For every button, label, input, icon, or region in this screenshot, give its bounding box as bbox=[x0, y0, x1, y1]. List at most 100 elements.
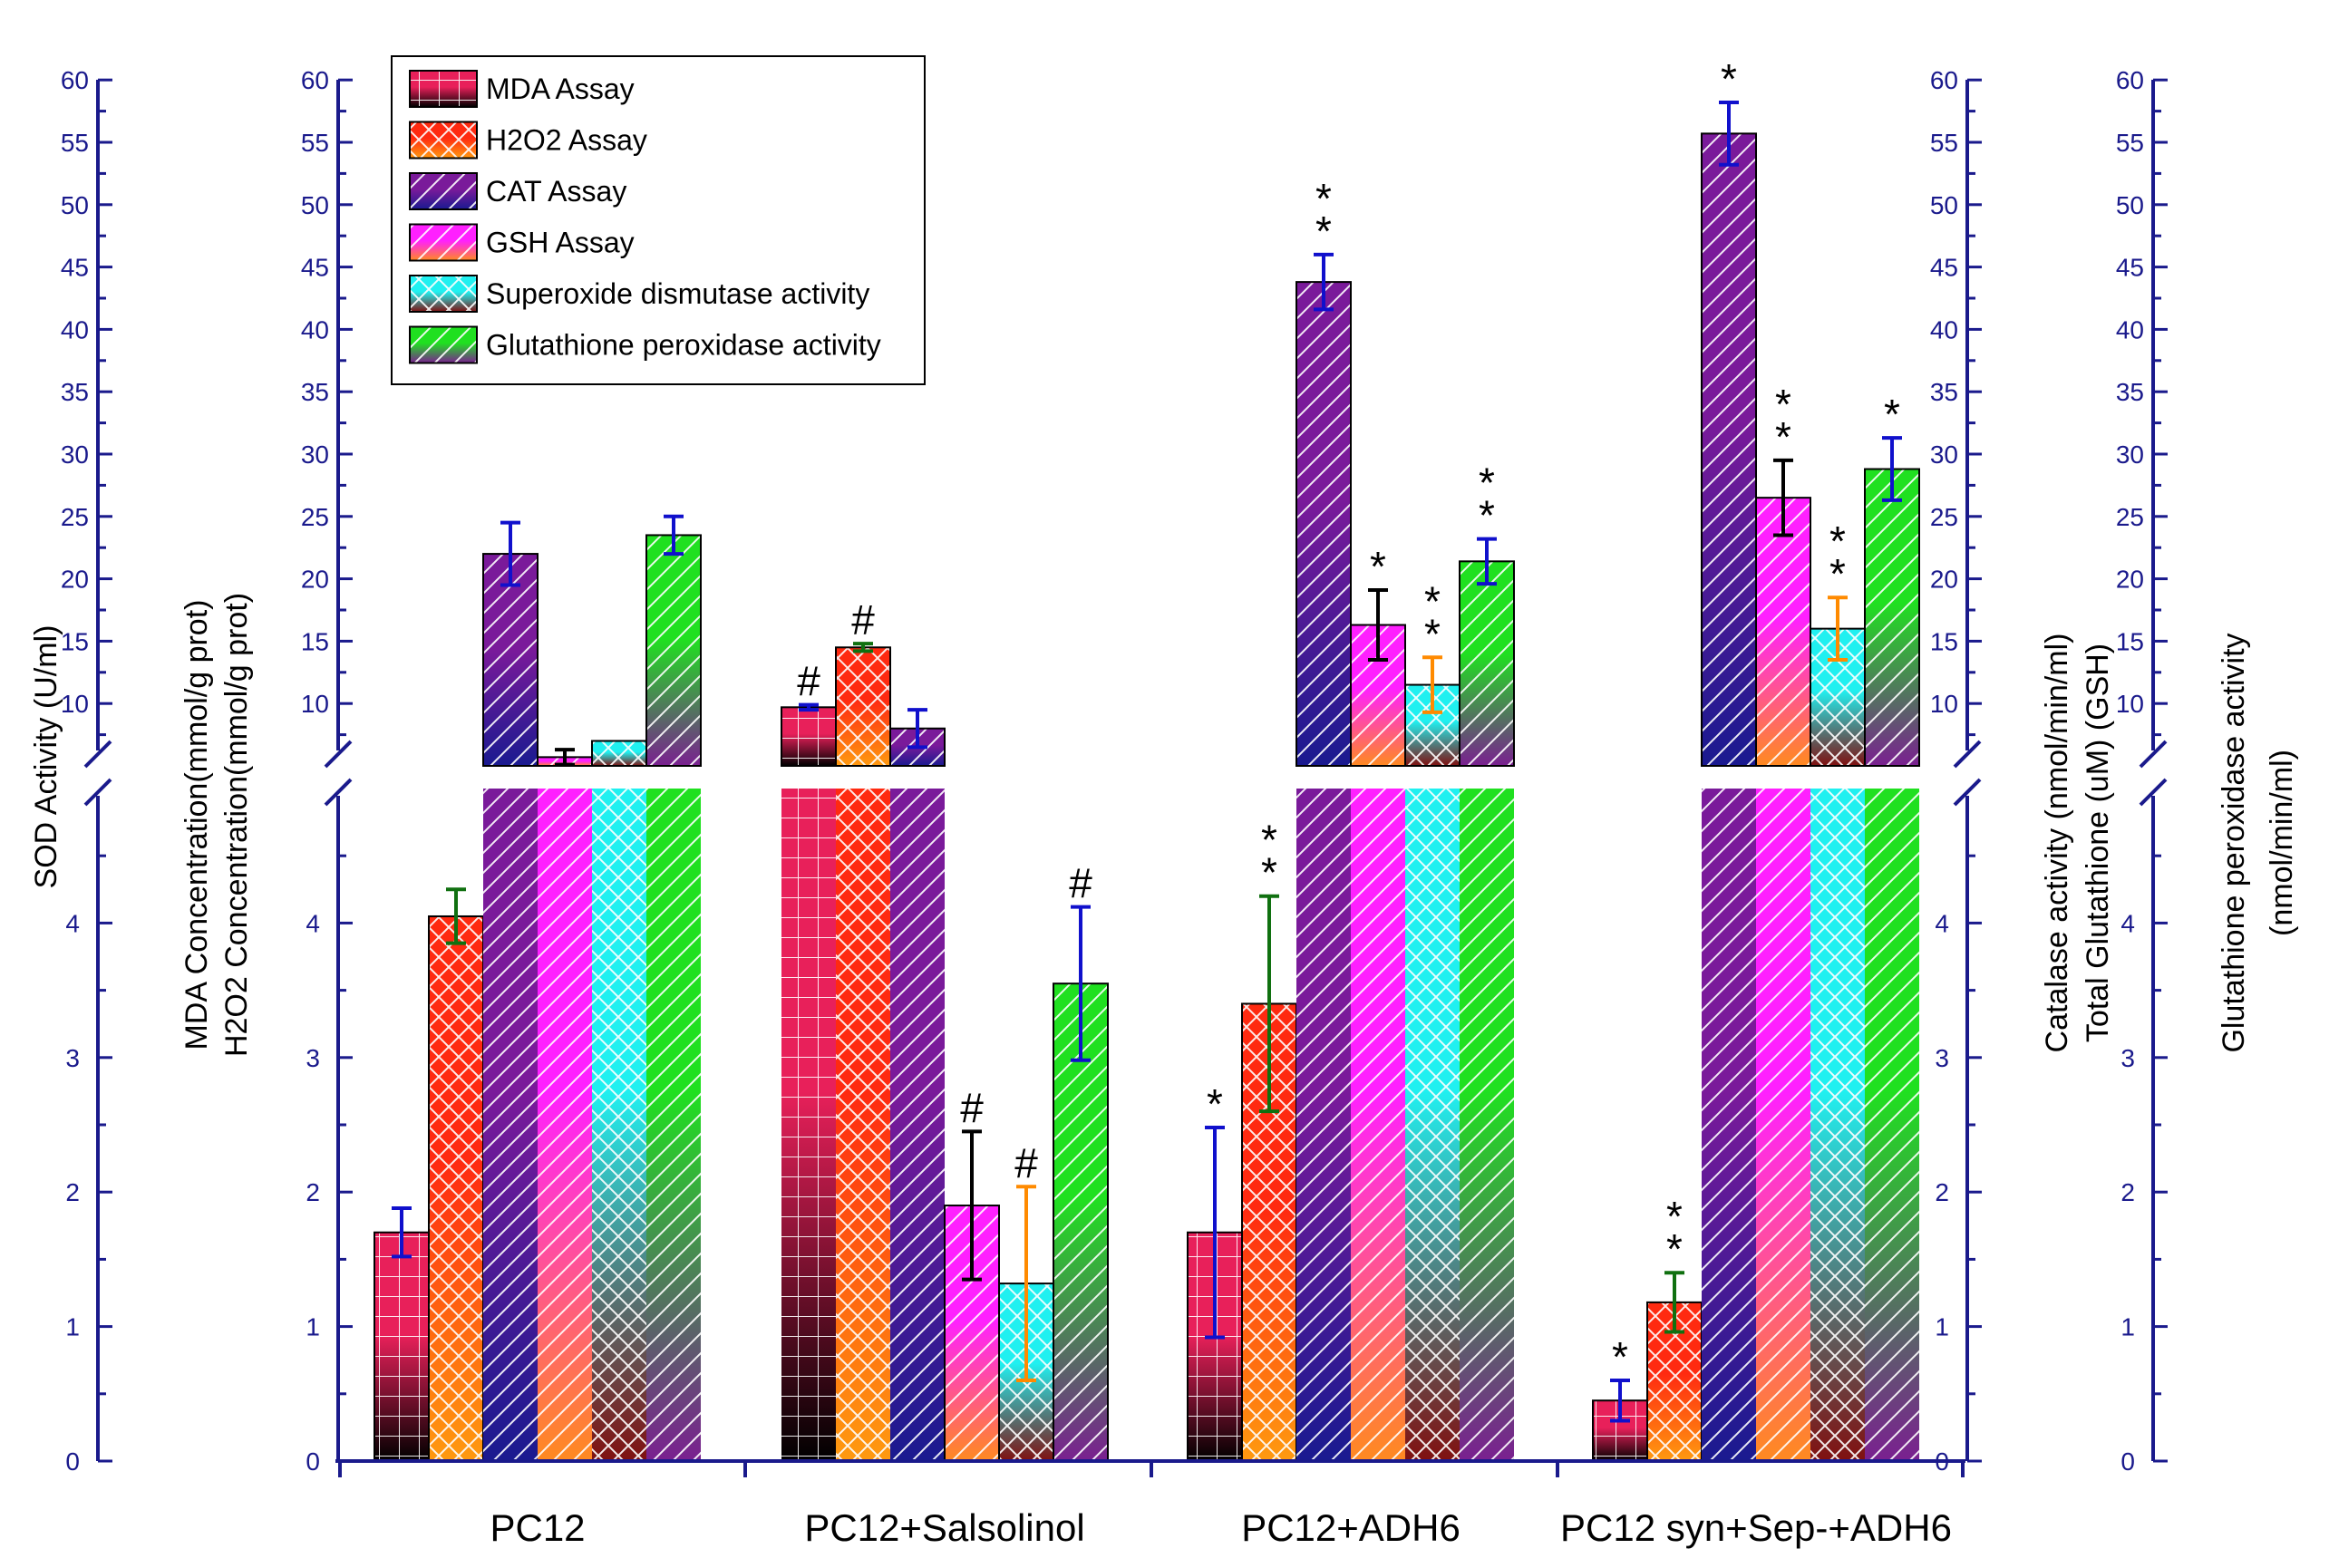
y-tick-label: 25 bbox=[301, 503, 329, 531]
y-tick-label: 2 bbox=[2120, 1178, 2135, 1206]
significance-mark: * bbox=[1424, 610, 1441, 657]
y-tick-label: 10 bbox=[2116, 690, 2144, 718]
significance-mark: * bbox=[1666, 1225, 1683, 1273]
y-tick-label: 45 bbox=[2116, 254, 2144, 282]
y-tick-label: 30 bbox=[61, 440, 89, 469]
y-tick-label: 15 bbox=[2116, 627, 2144, 655]
y-tick-label: 40 bbox=[301, 315, 329, 344]
bar-pattern-2-3 bbox=[1702, 789, 1756, 1461]
significance-mark: * bbox=[1315, 175, 1332, 222]
y-tick-label: 0 bbox=[1935, 1447, 1949, 1476]
h2o2-axis-title: H2O2 Concentration(mmol/g prot) bbox=[219, 593, 254, 1057]
y-tick-label: 30 bbox=[1930, 440, 1958, 469]
y-tick-label: 40 bbox=[2116, 315, 2144, 344]
significance-mark: * bbox=[1721, 55, 1737, 102]
error-bar bbox=[853, 642, 873, 653]
bar-pattern-3-0 bbox=[538, 789, 592, 1461]
bar-pattern-0-1-upper bbox=[781, 706, 837, 767]
y-tick-label: 25 bbox=[1930, 503, 1958, 531]
y-axis-2: 10 15 20 25 30 35 40 45 50 55 60 0 1 2 3 4 bbox=[1930, 66, 1982, 1476]
bar-pattern-5-2 bbox=[1460, 789, 1514, 1461]
legend-box bbox=[391, 55, 926, 385]
category-label: PC12+Salsolinol bbox=[804, 1506, 1084, 1549]
mda-axis-title: MDA Concentration(mmol/g prot) bbox=[180, 600, 214, 1050]
bar-pattern-4-3 bbox=[1810, 789, 1865, 1461]
significance-mark: # bbox=[1069, 860, 1092, 907]
y-tick-label: 35 bbox=[2116, 378, 2144, 406]
bar-pattern-4-0 bbox=[592, 789, 646, 1461]
legend-label: GSH Assay bbox=[486, 227, 635, 259]
y-tick-label: 45 bbox=[61, 254, 89, 282]
legend-swatch-pattern bbox=[409, 172, 478, 210]
bar-pattern-2-2-upper bbox=[1296, 281, 1352, 767]
y-tick-label: 10 bbox=[301, 690, 329, 718]
y-tick-label: 60 bbox=[301, 66, 329, 94]
y-tick-label: 35 bbox=[61, 378, 89, 406]
legend-label: H2O2 Assay bbox=[486, 124, 647, 157]
error-bar bbox=[1719, 100, 1739, 167]
error-bar bbox=[1016, 1185, 1036, 1382]
y-tick-label: 55 bbox=[1930, 129, 1958, 157]
bars-layer: #####******************* bbox=[374, 55, 1920, 1463]
significance-mark: * bbox=[1424, 577, 1441, 624]
legend-swatch-pattern bbox=[409, 325, 478, 364]
error-bar bbox=[392, 1206, 412, 1259]
error-bar bbox=[962, 1129, 982, 1282]
significance-mark: * bbox=[1775, 381, 1791, 428]
significance-mark: * bbox=[1666, 1193, 1683, 1240]
category-label: PC12 bbox=[490, 1506, 585, 1549]
y-tick-label: 35 bbox=[1930, 378, 1958, 406]
axes-layer: PC12 PC12+Salsolinol PC12+ADH6 PC12 syn+Sep… bbox=[61, 66, 2168, 1549]
bar-pattern-3-3-upper bbox=[1755, 497, 1811, 767]
y-tick-label: 20 bbox=[61, 566, 89, 594]
significance-mark: # bbox=[960, 1084, 984, 1131]
y-tick-label: 10 bbox=[1930, 690, 1958, 718]
error-bar bbox=[799, 702, 819, 712]
y-tick-label: 0 bbox=[2120, 1447, 2135, 1476]
error-bar bbox=[1368, 587, 1388, 663]
y-tick-label: 40 bbox=[1930, 315, 1958, 344]
gpx-axis-title-line2: (nmol/min/ml) bbox=[2265, 750, 2299, 936]
error-bar bbox=[1314, 252, 1334, 312]
y-tick-label: 3 bbox=[65, 1044, 80, 1072]
bar-pattern-2-1 bbox=[890, 789, 945, 1461]
bar-pattern-5-2-upper bbox=[1459, 560, 1515, 767]
error-bar bbox=[1422, 655, 1442, 714]
error-bar bbox=[1610, 1378, 1630, 1423]
y-tick-label: 50 bbox=[61, 191, 89, 219]
y-tick-label: 50 bbox=[301, 191, 329, 219]
y-tick-label: 30 bbox=[301, 440, 329, 469]
bar-pattern-1-0 bbox=[428, 915, 484, 1462]
significance-mark: * bbox=[1261, 817, 1277, 864]
y-tick-label: 20 bbox=[2116, 566, 2144, 594]
y-tick-label: 4 bbox=[1935, 909, 1949, 937]
y-tick-label: 25 bbox=[61, 503, 89, 531]
error-bar bbox=[555, 748, 575, 767]
bar-pattern-4-0-upper bbox=[591, 740, 647, 767]
y-tick-label: 2 bbox=[65, 1178, 80, 1206]
bar-pattern-5-0 bbox=[646, 789, 701, 1461]
glutathione-axis-title: Total Glutathione (uM) (GSH) bbox=[2081, 644, 2115, 1042]
error-bar bbox=[907, 708, 927, 750]
y-tick-label: 45 bbox=[1930, 254, 1958, 282]
y-tick-label: 55 bbox=[2116, 129, 2144, 157]
bar-pattern-3-3 bbox=[1756, 789, 1810, 1461]
legend-swatch-pattern bbox=[409, 70, 478, 108]
y-tick-label: 1 bbox=[306, 1313, 320, 1341]
error-bar bbox=[1205, 1125, 1225, 1340]
error-bar bbox=[500, 520, 520, 587]
significance-mark: * bbox=[1884, 391, 1900, 438]
y-tick-label: 60 bbox=[1930, 66, 1958, 94]
error-bar bbox=[1259, 894, 1279, 1114]
legend-label: Glutathione peroxidase activity bbox=[486, 329, 881, 362]
y-tick-label: 55 bbox=[61, 129, 89, 157]
legend-swatch-pattern bbox=[409, 223, 478, 262]
legend-swatch-pattern bbox=[409, 275, 478, 313]
error-bar bbox=[1773, 458, 1793, 537]
bar-pattern-5-3 bbox=[1865, 789, 1919, 1461]
significance-mark: # bbox=[1014, 1139, 1038, 1186]
y-axis-3: 10 15 20 25 30 35 40 45 50 55 60 0 1 2 3 4 bbox=[2116, 66, 2168, 1476]
bar-pattern-4-2 bbox=[1405, 789, 1460, 1461]
y-tick-label: 55 bbox=[301, 129, 329, 157]
